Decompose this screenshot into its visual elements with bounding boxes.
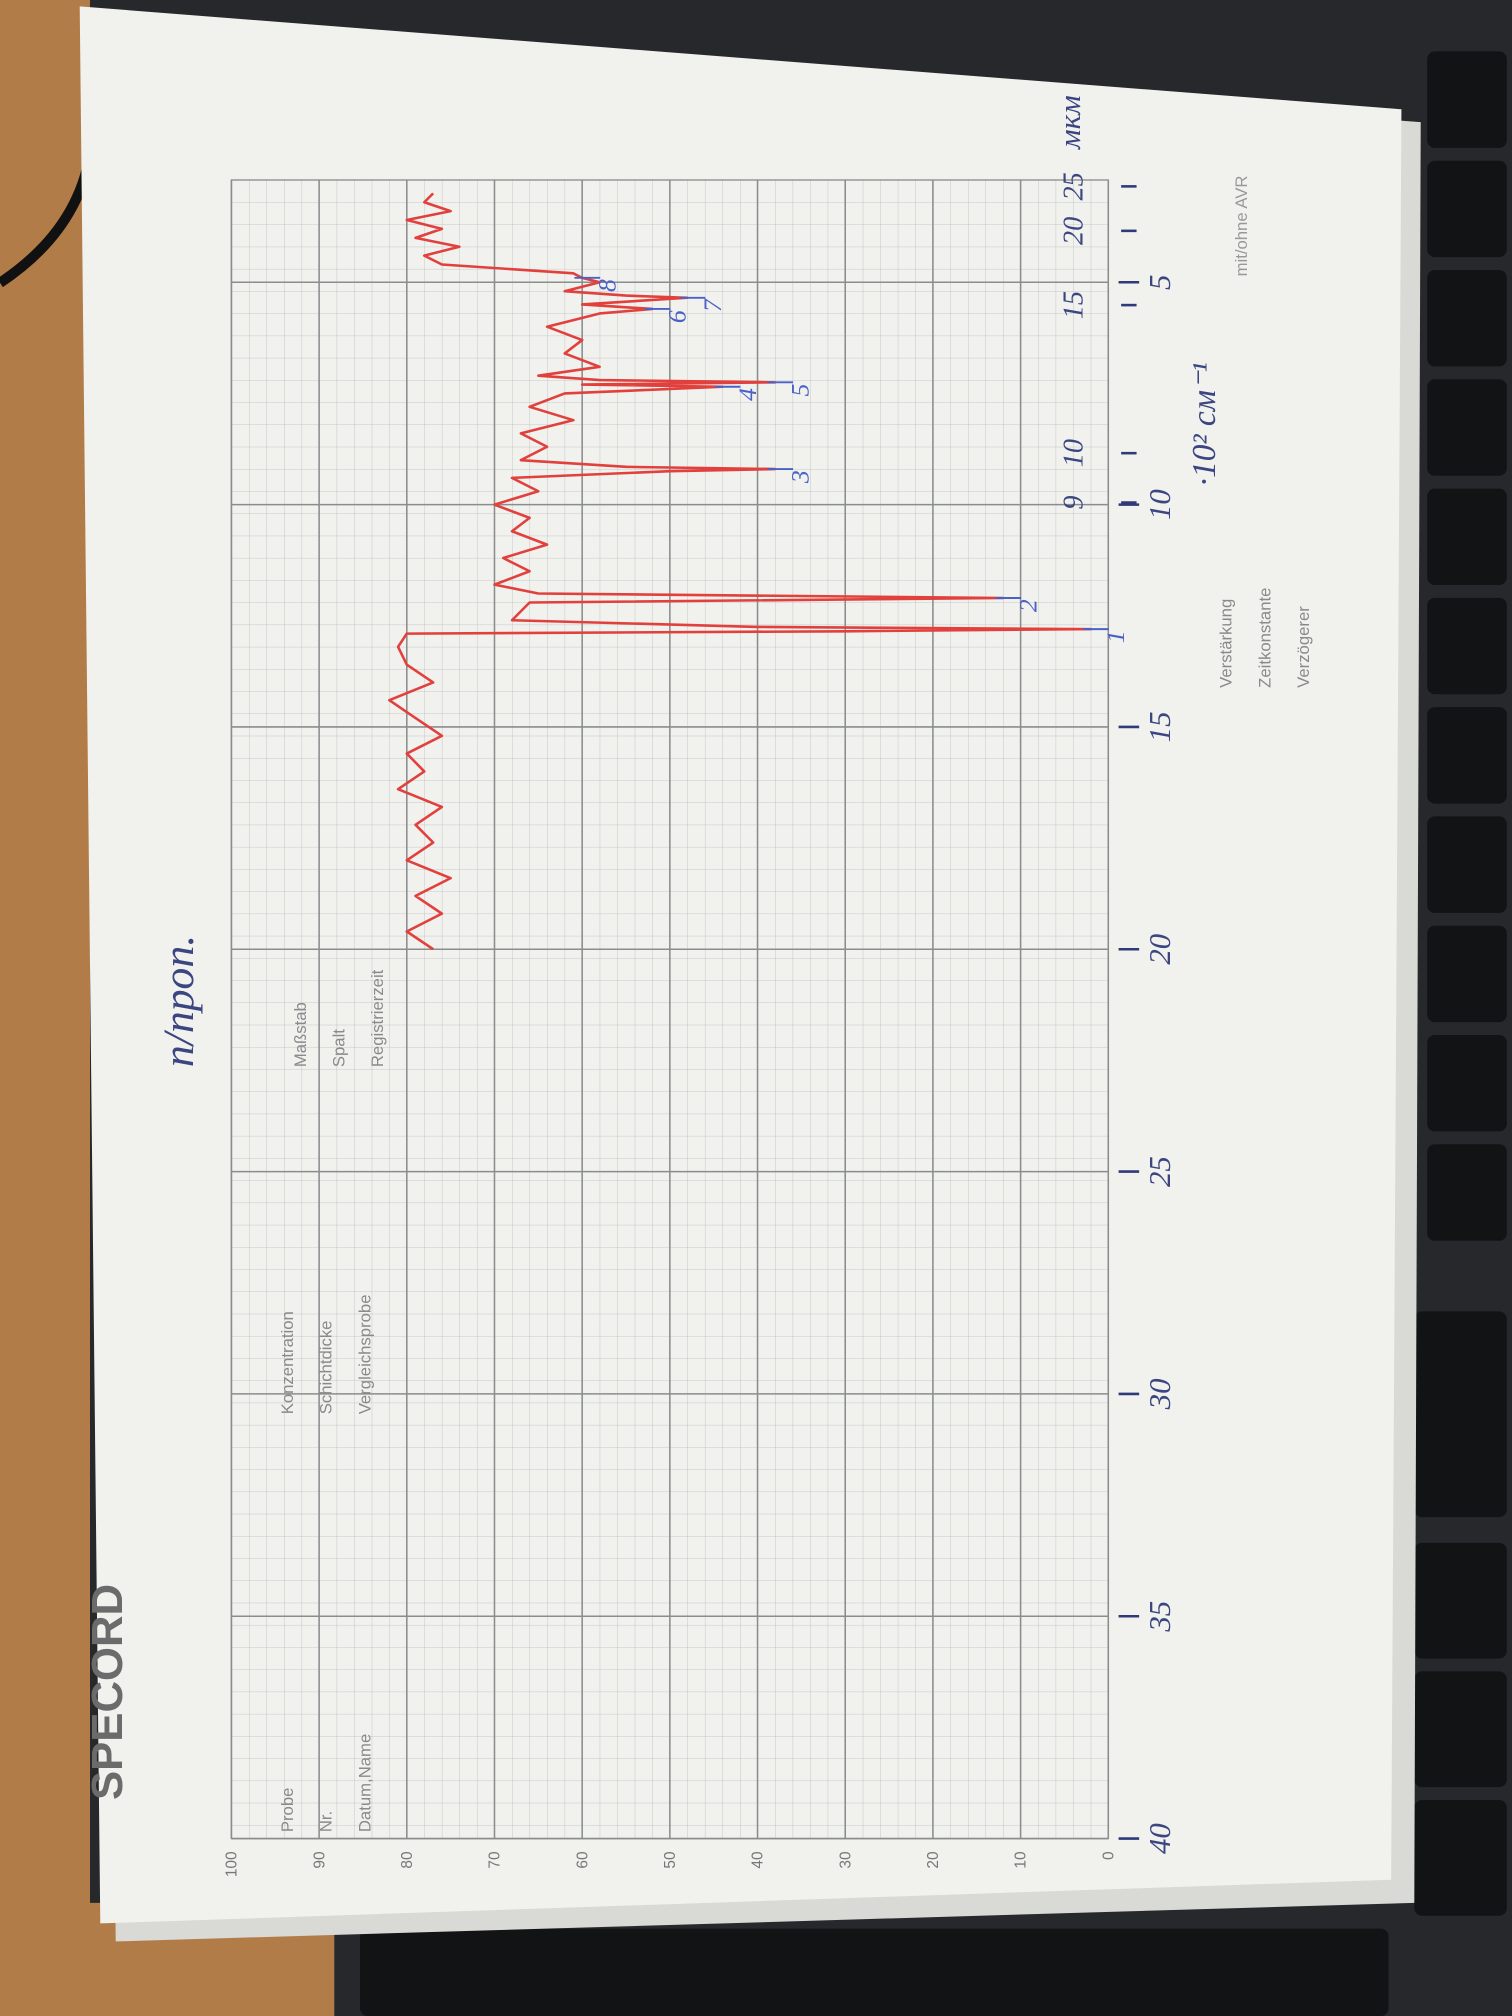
annotation-label: 3 (786, 470, 815, 484)
annotation-label: 5 (786, 383, 815, 396)
form-label: Datum,Name (355, 1734, 374, 1832)
x-tick-label: 10 (1143, 489, 1177, 520)
y-tick-label: 70 (487, 1851, 504, 1868)
spectrum-line (388, 192, 1093, 951)
form-label: Nr. (317, 1811, 336, 1832)
x2-tick-label: 9 (1059, 495, 1090, 509)
x-tick-label: 25 (1143, 1156, 1177, 1187)
form-label: Vergleichsprobe (355, 1294, 374, 1414)
form-label: Maßstab (291, 1002, 310, 1067)
form-label: Konzentration (278, 1311, 297, 1414)
handwritten-title: п/проп. (155, 935, 203, 1067)
form-label: Verstärkung (1217, 599, 1236, 688)
x-axis-label: ·10² см⁻¹ (1186, 362, 1223, 486)
annotation-label: 1 (1101, 630, 1130, 643)
form-label: mit/ohne AVR (1232, 176, 1251, 277)
keys (360, 51, 1507, 2016)
y-tick-label: 100 (224, 1851, 241, 1877)
form-label: Schichtdicke (317, 1321, 336, 1415)
x-tick-label: 20 (1143, 933, 1177, 964)
y-tick-label: 20 (925, 1851, 942, 1868)
desk-wood (0, 0, 90, 2016)
form-label: Registrierzeit (368, 969, 387, 1067)
annotation-label: 8 (593, 279, 622, 292)
x-tick-label: 30 (1143, 1378, 1177, 1410)
x2-tick-label: 10 (1059, 439, 1090, 467)
chart-title: SPECORD (83, 1584, 132, 1800)
annotation-label: 6 (663, 310, 692, 323)
y-tick-label: 10 (1013, 1851, 1030, 1868)
x-tick-label: 15 (1143, 712, 1177, 743)
y-tick-label: 40 (750, 1851, 767, 1868)
form-label: Zeitkonstante (1255, 588, 1274, 688)
y-tick-label: 90 (311, 1851, 328, 1868)
x-tick-label: 40 (1143, 1823, 1177, 1854)
x-tick-label: 5 (1143, 275, 1177, 290)
form-label: Spalt (330, 1029, 349, 1067)
y-tick-label: 80 (399, 1851, 416, 1868)
x2-tick-label: 25 (1059, 172, 1090, 200)
y-tick-label: 0 (1100, 1851, 1117, 1860)
annotation-label: 2 (1013, 599, 1042, 612)
x2-axis-label: мкм (1053, 95, 1087, 150)
y-tick-label: 60 (574, 1851, 591, 1868)
form-label: Verzögerer (1294, 606, 1313, 688)
annotation-label: 4 (733, 388, 762, 401)
y-tick-label: 30 (837, 1851, 854, 1868)
x-tick-label: 35 (1143, 1601, 1177, 1633)
annotation-label: 7 (698, 298, 727, 312)
x2-tick-label: 15 (1059, 291, 1090, 319)
form-label: Probe (278, 1788, 297, 1833)
x2-tick-label: 20 (1059, 217, 1090, 245)
y-tick-label: 50 (662, 1851, 679, 1868)
